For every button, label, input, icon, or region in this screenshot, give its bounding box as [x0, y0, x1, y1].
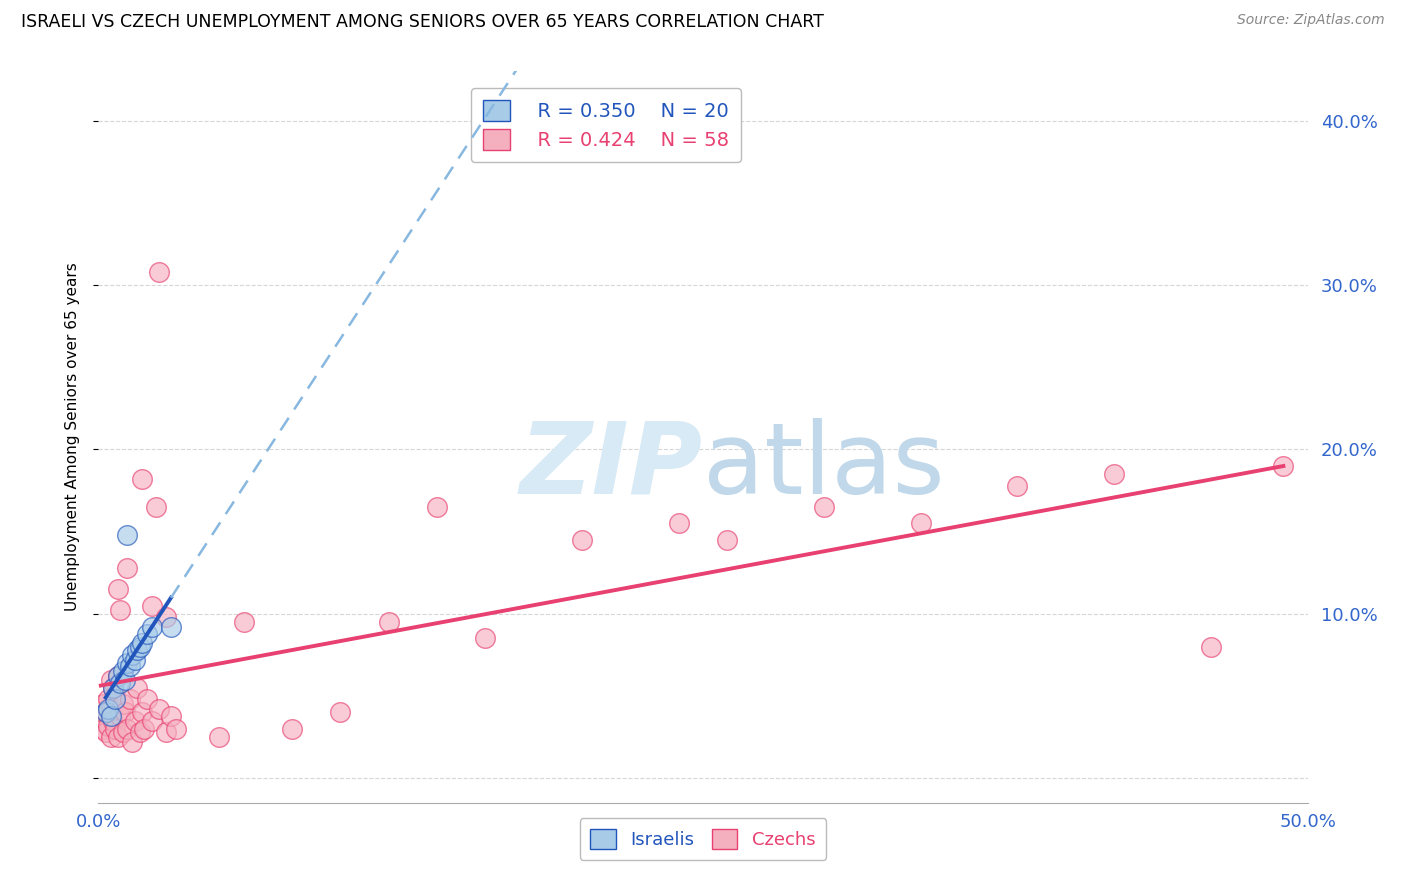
Point [128, 725, 150, 739]
Point [111, 697, 134, 711]
Point [97, 702, 120, 716]
Point [127, 681, 149, 695]
Point [121, 735, 143, 749]
Point [135, 626, 157, 640]
Point [1102, 467, 1125, 481]
Point [1199, 640, 1222, 654]
Point [114, 706, 136, 720]
Point [108, 708, 131, 723]
Point [94, 725, 117, 739]
Point [114, 673, 136, 687]
Point [101, 681, 124, 695]
Text: atlas: atlas [703, 417, 945, 515]
Point [813, 500, 835, 514]
Point [148, 265, 170, 279]
Point [141, 714, 163, 728]
Point [101, 681, 124, 695]
Point [108, 603, 131, 617]
Point [232, 615, 254, 629]
Point [716, 533, 738, 547]
Point [377, 615, 399, 629]
Point [91, 697, 114, 711]
Point [94, 706, 117, 720]
Point [118, 659, 141, 673]
Point [108, 675, 131, 690]
Point [94, 706, 117, 720]
Point [329, 706, 352, 720]
Point [127, 643, 149, 657]
Point [208, 730, 231, 744]
Point [135, 692, 157, 706]
Text: ZIP: ZIP [520, 417, 703, 515]
Point [124, 653, 146, 667]
Point [107, 669, 129, 683]
Point [1007, 478, 1029, 492]
Point [117, 656, 139, 670]
Point [118, 692, 141, 706]
Point [668, 516, 690, 531]
Point [155, 725, 177, 739]
Point [100, 708, 122, 723]
Point [131, 472, 153, 486]
Point [91, 722, 114, 736]
Point [117, 560, 139, 574]
Y-axis label: Unemployment Among Seniors over 65 years: Unemployment Among Seniors over 65 years [65, 263, 80, 611]
Point [128, 640, 150, 654]
Point [160, 708, 183, 723]
Point [474, 632, 496, 646]
Legend: Israelis, Czechs: Israelis, Czechs [579, 818, 827, 860]
Point [97, 692, 120, 706]
Point [90, 714, 112, 728]
Point [104, 692, 127, 706]
Point [111, 725, 134, 739]
Point [101, 714, 124, 728]
Point [124, 714, 146, 728]
Point [910, 516, 932, 531]
Point [100, 702, 122, 716]
Point [111, 665, 134, 679]
Point [104, 722, 127, 736]
Point [1272, 458, 1295, 473]
Point [145, 500, 167, 514]
Point [134, 722, 156, 736]
Point [155, 610, 177, 624]
Point [160, 620, 183, 634]
Point [104, 689, 127, 703]
Point [100, 673, 122, 687]
Point [107, 582, 129, 596]
Point [117, 528, 139, 542]
Point [131, 706, 153, 720]
Point [121, 648, 143, 662]
Point [426, 500, 449, 514]
Point [571, 533, 593, 547]
Point [107, 730, 129, 744]
Point [141, 620, 163, 634]
Text: ISRAELI VS CZECH UNEMPLOYMENT AMONG SENIORS OVER 65 YEARS CORRELATION CHART: ISRAELI VS CZECH UNEMPLOYMENT AMONG SENI… [21, 13, 824, 31]
Point [100, 730, 122, 744]
Point [107, 669, 129, 683]
Point [148, 702, 170, 716]
Text: Source: ZipAtlas.com: Source: ZipAtlas.com [1237, 13, 1385, 28]
Point [141, 599, 163, 613]
Point [97, 718, 120, 732]
Point [281, 722, 304, 736]
Point [117, 722, 139, 736]
Point [131, 636, 153, 650]
Point [165, 722, 187, 736]
